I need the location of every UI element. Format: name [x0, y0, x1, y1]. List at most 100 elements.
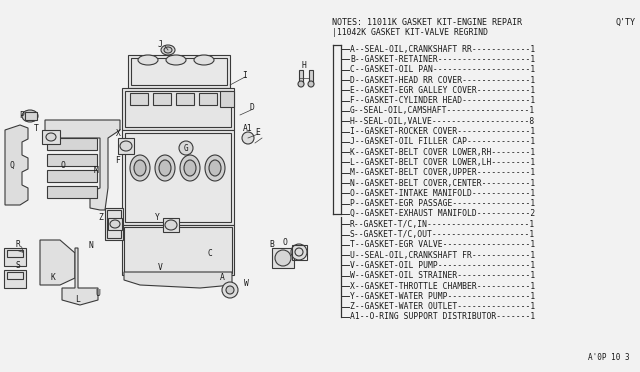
Bar — [25, 112, 37, 120]
Text: Q--GASKET-EXHAUST MANIFOLD-----------2: Q--GASKET-EXHAUST MANIFOLD-----------2 — [350, 209, 535, 218]
Bar — [131, 58, 227, 85]
Ellipse shape — [298, 81, 304, 87]
Text: E--GASKET-EGR GALLEY COVER-----------1: E--GASKET-EGR GALLEY COVER-----------1 — [350, 86, 535, 95]
Text: D: D — [250, 103, 255, 112]
Bar — [105, 208, 123, 240]
Text: H--SEAL-OIL,VALVE--------------------8: H--SEAL-OIL,VALVE--------------------8 — [350, 117, 535, 126]
Bar — [4, 270, 26, 288]
Ellipse shape — [222, 282, 238, 298]
Text: I--GASKET-ROCKER COVER---------------1: I--GASKET-ROCKER COVER---------------1 — [350, 127, 535, 136]
Bar — [42, 130, 60, 144]
Text: S: S — [15, 262, 20, 270]
Ellipse shape — [166, 55, 186, 65]
Bar — [125, 91, 231, 127]
Text: O: O — [283, 237, 287, 247]
Text: V: V — [157, 263, 163, 273]
Bar — [122, 225, 234, 275]
Bar — [128, 55, 230, 88]
Bar — [176, 93, 194, 105]
Polygon shape — [45, 120, 120, 210]
Text: T--GASKET-EGR VALVE------------------1: T--GASKET-EGR VALVE------------------1 — [350, 240, 535, 249]
Text: P: P — [20, 110, 24, 119]
Ellipse shape — [275, 250, 291, 266]
Text: F--GASKET-CYLINDER HEAD--------------1: F--GASKET-CYLINDER HEAD--------------1 — [350, 96, 535, 105]
Ellipse shape — [209, 160, 221, 176]
Text: X: X — [116, 128, 120, 138]
Text: L--GASKET-BELT COVER LOWER,LH--------1: L--GASKET-BELT COVER LOWER,LH--------1 — [350, 158, 535, 167]
Text: Q: Q — [10, 160, 15, 170]
Text: A: A — [220, 273, 225, 282]
Text: Z: Z — [99, 212, 104, 221]
Bar — [7, 272, 23, 279]
Polygon shape — [62, 248, 98, 305]
Bar — [122, 130, 234, 225]
Text: N: N — [88, 241, 93, 250]
Text: B: B — [269, 240, 275, 248]
Ellipse shape — [164, 47, 172, 53]
Ellipse shape — [130, 155, 150, 181]
Ellipse shape — [120, 141, 132, 151]
Text: P--GASKET-EGR PASSAGE----------------1: P--GASKET-EGR PASSAGE----------------1 — [350, 199, 535, 208]
Text: C--GASKET-OIL PAN--------------------1: C--GASKET-OIL PAN--------------------1 — [350, 65, 535, 74]
Text: A1: A1 — [243, 124, 253, 132]
Text: X--GASKET-THROTTLE CHAMBER-----------1: X--GASKET-THROTTLE CHAMBER-----------1 — [350, 282, 535, 291]
Text: Z--GASKET-WATER OUTLET---------------1: Z--GASKET-WATER OUTLET---------------1 — [350, 302, 535, 311]
Text: NOTES: 11011K GASKET KIT-ENGINE REPAIR: NOTES: 11011K GASKET KIT-ENGINE REPAIR — [332, 18, 522, 27]
Text: J: J — [157, 39, 163, 48]
Ellipse shape — [161, 45, 175, 55]
Text: U: U — [95, 289, 100, 298]
Text: A'0P 10 3: A'0P 10 3 — [588, 353, 630, 362]
Ellipse shape — [205, 155, 225, 181]
Text: B--GASKET-RETAINER-------------------1: B--GASKET-RETAINER-------------------1 — [350, 55, 535, 64]
Ellipse shape — [194, 55, 214, 65]
Text: G--SEAL-OIL,CAMSHAFT-----------------1: G--SEAL-OIL,CAMSHAFT-----------------1 — [350, 106, 535, 115]
Bar — [299, 70, 303, 84]
Bar — [153, 93, 171, 105]
Bar — [124, 227, 232, 273]
Ellipse shape — [138, 55, 158, 65]
Ellipse shape — [180, 155, 200, 181]
Bar — [47, 154, 97, 166]
Bar — [4, 248, 26, 266]
Text: U--SEAL-OIL,CRANKSHAFT FR------------1: U--SEAL-OIL,CRANKSHAFT FR------------1 — [350, 251, 535, 260]
Bar — [309, 70, 313, 84]
Text: O--GASKET-INTAKE MANIFOLD------------1: O--GASKET-INTAKE MANIFOLD------------1 — [350, 189, 535, 198]
Text: Q'TY: Q'TY — [615, 18, 635, 27]
Text: W--GASKET-OIL STRAINER---------------1: W--GASKET-OIL STRAINER---------------1 — [350, 271, 535, 280]
Text: G: G — [184, 144, 188, 153]
Text: K--GASKET-BELT COVER LOWER,RH--------1: K--GASKET-BELT COVER LOWER,RH--------1 — [350, 148, 535, 157]
Ellipse shape — [155, 155, 175, 181]
Bar — [125, 133, 231, 222]
Ellipse shape — [22, 110, 38, 122]
Bar — [122, 88, 234, 130]
Text: L: L — [76, 295, 81, 305]
Text: H: H — [301, 61, 307, 70]
Ellipse shape — [159, 160, 171, 176]
Polygon shape — [5, 125, 28, 205]
Ellipse shape — [226, 286, 234, 294]
Ellipse shape — [184, 160, 196, 176]
Ellipse shape — [110, 220, 120, 228]
Polygon shape — [40, 240, 75, 285]
Bar — [7, 250, 23, 257]
Polygon shape — [124, 272, 232, 288]
Text: C: C — [207, 250, 212, 259]
Bar — [47, 170, 97, 182]
Text: E: E — [255, 128, 260, 137]
Text: J--GASKET-OIL FILLER CAP-------------1: J--GASKET-OIL FILLER CAP-------------1 — [350, 137, 535, 146]
Text: |11042K GASKET KIT-VALVE REGRIND: |11042K GASKET KIT-VALVE REGRIND — [332, 28, 488, 37]
Text: Y: Y — [155, 212, 159, 221]
Text: R--GASKET-T/C,IN---------------------1: R--GASKET-T/C,IN---------------------1 — [350, 220, 535, 229]
Bar — [163, 218, 179, 232]
Text: A--SEAL-OIL,CRANKSHAFT RR------------1: A--SEAL-OIL,CRANKSHAFT RR------------1 — [350, 45, 535, 54]
Text: N--GASKET-BELT COVER,CENTER----------1: N--GASKET-BELT COVER,CENTER----------1 — [350, 179, 535, 187]
Text: I: I — [243, 71, 248, 80]
Bar — [220, 91, 234, 107]
Ellipse shape — [134, 160, 146, 176]
Text: D--GASKET-HEAD RR COVER--------------1: D--GASKET-HEAD RR COVER--------------1 — [350, 76, 535, 84]
Bar — [292, 245, 307, 260]
Text: Y--GASKET-WATER PUMP-----------------1: Y--GASKET-WATER PUMP-----------------1 — [350, 292, 535, 301]
Bar — [47, 138, 97, 150]
Bar — [199, 93, 217, 105]
Ellipse shape — [242, 132, 254, 144]
